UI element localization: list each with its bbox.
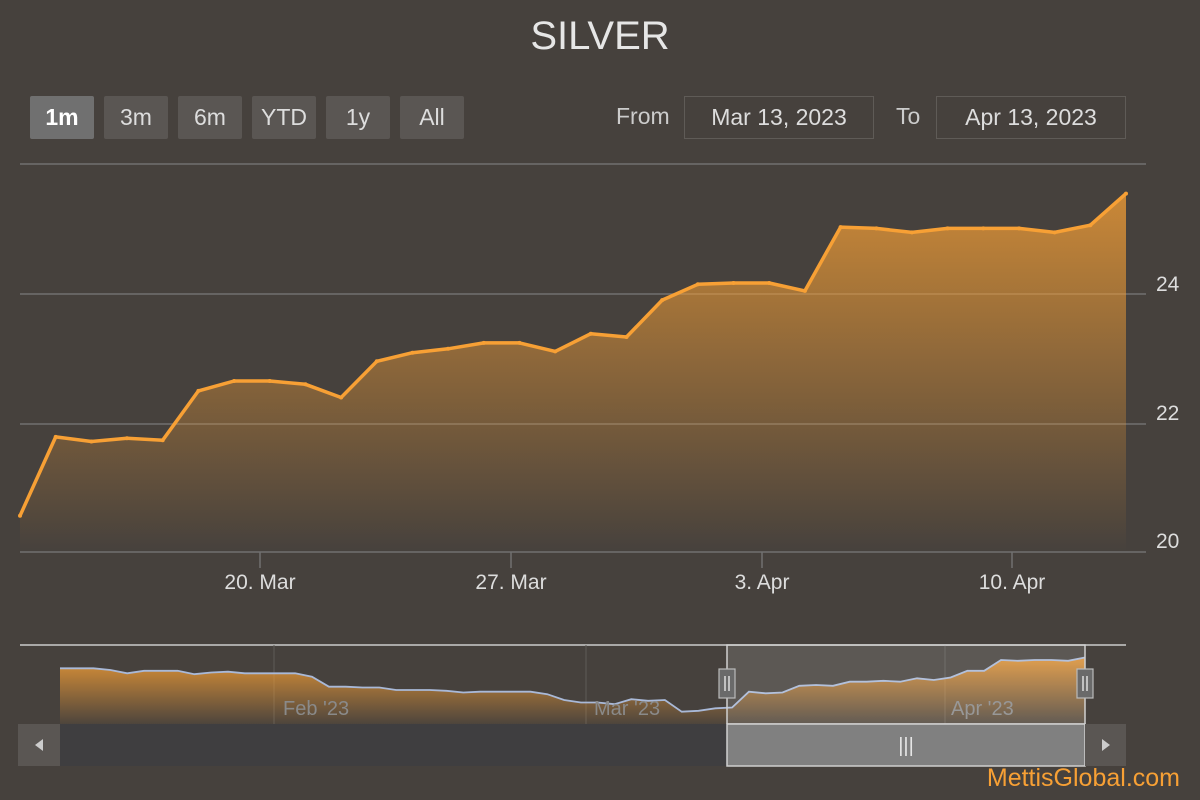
range-button-3m[interactable]: 3m (104, 96, 168, 139)
scrollbar-grip: ||| (898, 735, 914, 757)
y-tick-label: 22 (1156, 402, 1179, 425)
range-button-1y[interactable]: 1y (326, 96, 390, 139)
data-point (1052, 230, 1057, 235)
scrollbar[interactable]: ||| (18, 723, 1126, 767)
data-point (909, 230, 914, 235)
navigator-label: Feb '23 (283, 698, 349, 720)
y-tick-label: 20 (1156, 530, 1179, 553)
chart-title: SILVER (530, 14, 670, 58)
range-button-all[interactable]: All (400, 96, 464, 139)
data-point (588, 331, 593, 336)
data-point (838, 225, 843, 230)
from-date-input[interactable]: Mar 13, 2023 (684, 96, 874, 139)
navigator-area-fill (60, 657, 1085, 724)
data-point (731, 281, 736, 285)
series-area-fill (20, 193, 1126, 552)
to-date-input[interactable]: Apr 13, 2023 (936, 96, 1126, 139)
navigator-label: Apr '23 (951, 698, 1014, 720)
series-points (18, 191, 1128, 518)
series-line (18, 192, 1128, 517)
to-label: To (896, 103, 921, 129)
data-point (339, 395, 344, 400)
data-point (267, 379, 272, 383)
data-point (945, 226, 950, 231)
y-axis-ticks: 20 22 24 (1156, 273, 1180, 553)
navigator-selection-mask[interactable] (726, 644, 1086, 725)
data-point (660, 298, 665, 303)
navigator-line (60, 656, 1086, 713)
data-point (553, 349, 558, 354)
navigator-label: Mar '23 (594, 698, 660, 720)
x-tick-label: 3. Apr (735, 571, 790, 594)
x-axis-ticks: 20. Mar 27. Mar 3. Apr 10. Apr (224, 552, 1045, 594)
data-point (446, 346, 451, 351)
y-tick-label: 24 (1156, 273, 1180, 296)
x-tick-label: 20. Mar (224, 571, 295, 594)
data-point (481, 340, 486, 345)
data-point (89, 439, 94, 444)
data-point (125, 436, 129, 441)
data-point (53, 434, 58, 439)
data-point (374, 359, 379, 364)
data-point (1017, 226, 1021, 231)
chevron-right-icon (1102, 739, 1110, 751)
data-point (695, 282, 700, 287)
x-tick-label: 27. Mar (475, 571, 546, 594)
data-point (624, 335, 629, 339)
chevron-left-icon (35, 739, 43, 751)
navigator-handle-left[interactable] (718, 668, 736, 699)
data-point (767, 281, 772, 285)
data-point (232, 379, 237, 383)
range-button-1m[interactable]: 1m (30, 96, 94, 139)
scroll-left-button[interactable] (18, 724, 60, 766)
navigator[interactable]: Feb '23 Mar '23 Apr '23 (20, 644, 1126, 725)
data-point (160, 438, 165, 443)
data-point (410, 350, 415, 355)
data-point (517, 340, 522, 345)
data-point (303, 382, 308, 387)
range-button-ytd[interactable]: YTD (252, 96, 316, 139)
data-point (981, 226, 986, 231)
data-point (1088, 223, 1093, 228)
watermark-text: MettisGlobal.com (986, 764, 1180, 792)
navigator-handle-right[interactable] (1076, 668, 1094, 699)
data-point (874, 226, 879, 231)
range-button-6m[interactable]: 6m (178, 96, 242, 139)
data-point (802, 288, 807, 293)
x-tick-label: 10. Apr (979, 571, 1046, 594)
data-point (1124, 191, 1128, 196)
from-label: From (616, 103, 670, 129)
data-point (18, 513, 22, 518)
scroll-right-button[interactable] (1085, 724, 1126, 766)
data-point (196, 388, 201, 393)
